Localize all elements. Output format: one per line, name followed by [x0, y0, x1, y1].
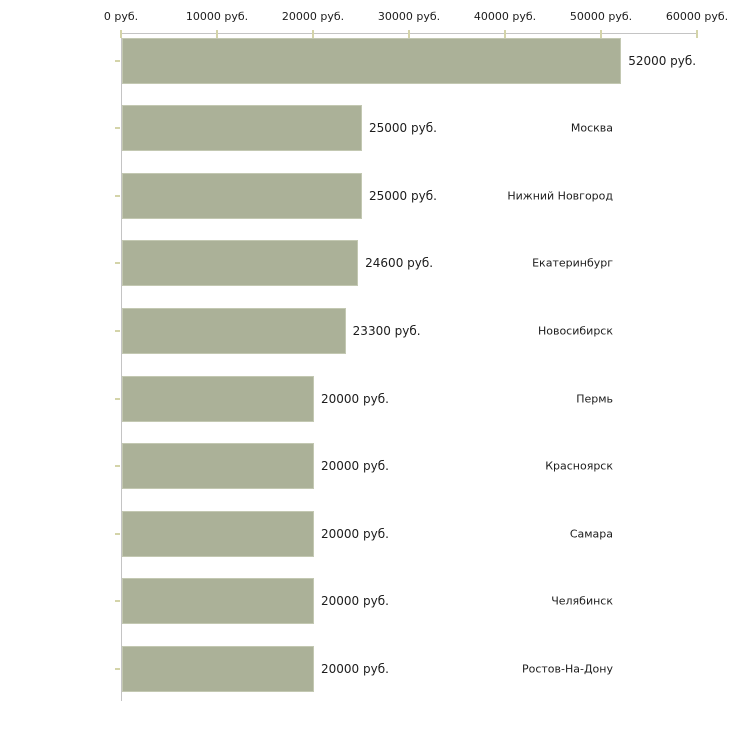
category-label: Самара — [569, 527, 613, 541]
x-axis-tick-mark — [216, 30, 218, 38]
category-label: Москва — [570, 121, 613, 135]
value-label: 23300 руб. — [352, 323, 421, 338]
category-label: Ростов-На-Дону — [521, 662, 613, 676]
value-label: 20000 руб. — [321, 391, 389, 406]
x-axis-tick-label: 60000 руб. — [665, 10, 729, 23]
bar — [122, 105, 362, 152]
bar — [122, 375, 314, 422]
category-label: Красноярск — [545, 459, 613, 473]
category-tick-mark — [115, 397, 120, 400]
x-axis-tick-mark — [600, 30, 602, 38]
x-axis-tick-label: 30000 руб. — [377, 10, 441, 23]
bar — [122, 443, 314, 490]
category-tick-mark — [115, 465, 120, 468]
category-tick-mark — [115, 600, 120, 603]
bar — [122, 172, 362, 219]
x-axis-tick-mark — [408, 30, 410, 38]
category-label: Екатеринбург — [532, 256, 613, 270]
x-axis-tick-label: 10000 руб. — [185, 10, 249, 23]
x-axis-tick-mark — [696, 30, 698, 38]
category-tick-mark — [115, 532, 120, 535]
category-tick-mark — [115, 194, 120, 197]
bar — [122, 307, 346, 354]
x-axis-tick-label: 0 руб. — [103, 10, 139, 23]
category-label: Челябинск — [551, 594, 613, 608]
bar — [122, 645, 314, 692]
category-tick-mark — [115, 667, 120, 670]
value-label: 25000 руб. — [369, 121, 437, 136]
category-label: Пермь — [576, 392, 613, 405]
category-label: Новосибирск — [537, 324, 613, 338]
value-label: 20000 руб. — [321, 459, 389, 474]
x-axis-tick-label: 40000 руб. — [473, 10, 537, 23]
value-label: 20000 руб. — [321, 526, 389, 541]
category-label: Нижний Новгород — [507, 189, 613, 203]
value-label: 24600 руб. — [365, 256, 434, 271]
bar — [122, 240, 359, 287]
value-label: 25000 руб. — [369, 188, 437, 203]
category-tick-mark — [115, 59, 120, 62]
category-tick-mark — [115, 127, 120, 130]
x-axis-tick-label: 50000 руб. — [569, 10, 633, 23]
category-tick-mark — [115, 262, 120, 265]
y-axis-line — [121, 33, 122, 701]
x-axis-tick-mark — [120, 30, 122, 38]
x-axis-tick-label: 20000 руб. — [281, 10, 345, 23]
value-label: 20000 руб. — [321, 661, 389, 676]
bar — [122, 578, 314, 625]
x-axis-tick-mark — [312, 30, 314, 38]
category-tick-mark — [115, 329, 120, 332]
bar — [122, 510, 314, 557]
bar — [122, 37, 622, 84]
value-label: 52000 руб. — [628, 53, 697, 68]
value-label: 20000 руб. — [321, 594, 389, 609]
x-axis-tick-mark — [504, 30, 506, 38]
